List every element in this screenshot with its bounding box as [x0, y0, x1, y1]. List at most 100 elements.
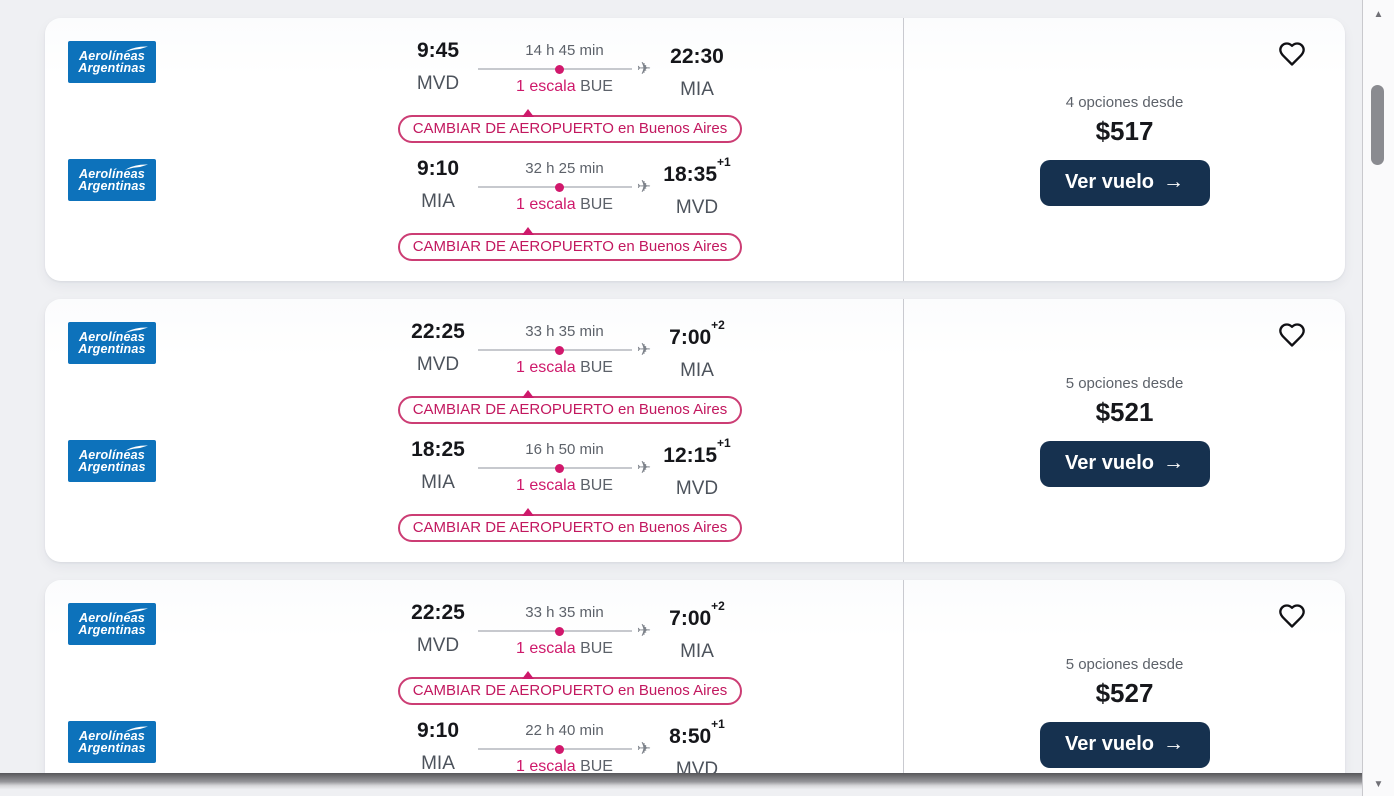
favorite-button[interactable]: [1277, 602, 1307, 632]
departure-airport: MIA: [421, 191, 455, 212]
departure-time: 9:45: [416, 39, 460, 62]
stopover-airport: BUE: [580, 477, 613, 494]
route-track: ✈: [478, 458, 651, 477]
ver-vuelo-button[interactable]: Ver vuelo →: [1039, 159, 1210, 206]
arrival-day-offset: +2: [711, 599, 725, 613]
stopover-dot: [554, 64, 564, 74]
favorite-button[interactable]: [1277, 40, 1307, 70]
airport-change-warning: CAMBIAR DE AEROPUERTO en Buenos Aires: [397, 109, 743, 143]
flight-segment-outbound: Aerolíneas Argentinas 22:25 MVD 33 h 35 …: [45, 599, 903, 720]
route-track: ✈: [478, 177, 651, 196]
flight-details: Aerolíneas Argentinas 9:45 MVD 14 h 45 m…: [45, 18, 903, 281]
ver-vuelo-button[interactable]: Ver vuelo →: [1039, 721, 1210, 768]
condor-swoosh-icon: [125, 164, 148, 170]
stops-count[interactable]: 1 escala: [516, 477, 576, 494]
airport-change-warning: CAMBIAR DE AEROPUERTO en Buenos Aires: [397, 508, 743, 542]
stopover-airport: BUE: [580, 196, 613, 213]
plane-icon: ✈: [636, 340, 651, 359]
price: $527: [1095, 677, 1154, 708]
arrival-time: 22:30: [670, 45, 724, 68]
arrow-right-icon: →: [1162, 169, 1184, 193]
airline-logo-text: Aerolíneas: [79, 49, 145, 63]
stopover-airport: BUE: [580, 78, 613, 95]
journey-summary: 9:10 MIA 32 h 25 min ✈ 1 escala BUE: [398, 155, 743, 219]
price-panel: 5 opciones desde $527 Ver vuelo →: [904, 580, 1345, 796]
departure-airport: MIA: [421, 753, 455, 774]
airline-logo: Aerolíneas Argentinas: [68, 440, 156, 482]
stopover-airport: BUE: [580, 359, 613, 376]
plane-icon: ✈: [636, 458, 651, 477]
stops-count[interactable]: 1 escala: [516, 758, 576, 775]
arrival-day-offset: +1: [717, 436, 731, 450]
condor-swoosh-icon: [125, 327, 148, 333]
airline-logo: Aerolíneas Argentinas: [68, 159, 156, 201]
departure-airport: MVD: [416, 354, 460, 375]
favorite-button[interactable]: [1277, 321, 1307, 351]
airport-change-warning: CAMBIAR DE AEROPUERTO en Buenos Aires: [397, 671, 743, 705]
airline-logo: Aerolíneas Argentinas: [68, 41, 156, 83]
airline-logo-text: Argentinas: [78, 342, 146, 356]
flight-details: Aerolíneas Argentinas 22:25 MVD 33 h 35 …: [45, 580, 903, 796]
departure-time: 22:25: [411, 320, 465, 343]
airline-logo-text: Argentinas: [78, 623, 146, 637]
price-panel: 5 opciones desde $521 Ver vuelo →: [904, 299, 1345, 562]
condor-swoosh-icon: [125, 726, 148, 732]
flight-duration: 16 h 50 min: [525, 441, 604, 458]
scrollbar-thumb[interactable]: [1371, 85, 1384, 165]
journey-summary: 22:25 MVD 33 h 35 min ✈ 1 escala BUE: [398, 599, 743, 663]
stopover-airport: BUE: [580, 758, 613, 775]
flight-segment-return: Aerolíneas Argentinas 9:10 MIA 32 h 25 m…: [45, 155, 903, 276]
price: $521: [1095, 396, 1154, 427]
airline-logo-text: Argentinas: [78, 61, 146, 75]
stops-count[interactable]: 1 escala: [516, 78, 576, 95]
arrival-airport: MIA: [680, 79, 714, 100]
route-track: ✈: [478, 59, 651, 78]
stops-count[interactable]: 1 escala: [516, 359, 576, 376]
stops-count[interactable]: 1 escala: [516, 196, 576, 213]
stopover-dot: [554, 744, 564, 754]
arrival-airport: MVD: [675, 197, 719, 218]
scroll-up-arrow-icon[interactable]: ▲: [1373, 9, 1384, 20]
heart-icon: [1279, 323, 1305, 347]
card-divider: [903, 299, 904, 562]
journey-summary: 22:25 MVD 33 h 35 min ✈ 1 escala BUE: [398, 318, 743, 382]
airline-logo-text: Aerolíneas: [79, 611, 145, 625]
flight-duration: 14 h 45 min: [525, 42, 604, 59]
departure-time: 22:25: [411, 601, 465, 624]
arrival-time: 12:15+1: [663, 436, 731, 467]
arrival-day-offset: +2: [711, 318, 725, 332]
plane-icon: ✈: [636, 59, 651, 78]
plane-icon: ✈: [636, 739, 651, 758]
flight-card: Aerolíneas Argentinas 22:25 MVD 33 h 35 …: [45, 580, 1345, 796]
flight-duration: 33 h 35 min: [525, 323, 604, 340]
stopover-airport: BUE: [580, 640, 613, 657]
vertical-scrollbar[interactable]: ▲ ▼: [1362, 0, 1394, 796]
flight-duration: 32 h 25 min: [525, 160, 604, 177]
ver-vuelo-button[interactable]: Ver vuelo →: [1039, 440, 1210, 487]
stopover-dot: [554, 626, 564, 636]
departure-time: 9:10: [416, 157, 460, 180]
card-divider: [903, 18, 904, 281]
flight-duration: 33 h 35 min: [525, 604, 604, 621]
options-count: 5 opciones desde: [1065, 374, 1184, 392]
flight-segment-outbound: Aerolíneas Argentinas 22:25 MVD 33 h 35 …: [45, 318, 903, 439]
airline-logo-text: Aerolíneas: [79, 330, 145, 344]
journey-summary: 9:45 MVD 14 h 45 min ✈ 1 escala BUE: [398, 40, 743, 101]
price: $517: [1095, 115, 1154, 146]
departure-time: 18:25: [411, 438, 465, 461]
plane-icon: ✈: [636, 177, 651, 196]
stopover-dot: [554, 182, 564, 192]
airline-logo-text: Argentinas: [78, 460, 146, 474]
arrival-time: 7:00+2: [669, 318, 725, 349]
scroll-down-arrow-icon[interactable]: ▼: [1373, 779, 1384, 790]
airline-logo: Aerolíneas Argentinas: [68, 721, 156, 763]
stops-count[interactable]: 1 escala: [516, 640, 576, 657]
search-results-list: Aerolíneas Argentinas 9:45 MVD 14 h 45 m…: [45, 18, 1345, 796]
flight-card: Aerolíneas Argentinas 9:45 MVD 14 h 45 m…: [45, 18, 1345, 281]
condor-swoosh-icon: [125, 445, 148, 451]
departure-airport: MVD: [416, 635, 460, 656]
arrival-airport: MIA: [680, 641, 714, 662]
flight-card: Aerolíneas Argentinas 22:25 MVD 33 h 35 …: [45, 299, 1345, 562]
route-track: ✈: [478, 340, 651, 359]
departure-time: 9:10: [416, 719, 460, 742]
